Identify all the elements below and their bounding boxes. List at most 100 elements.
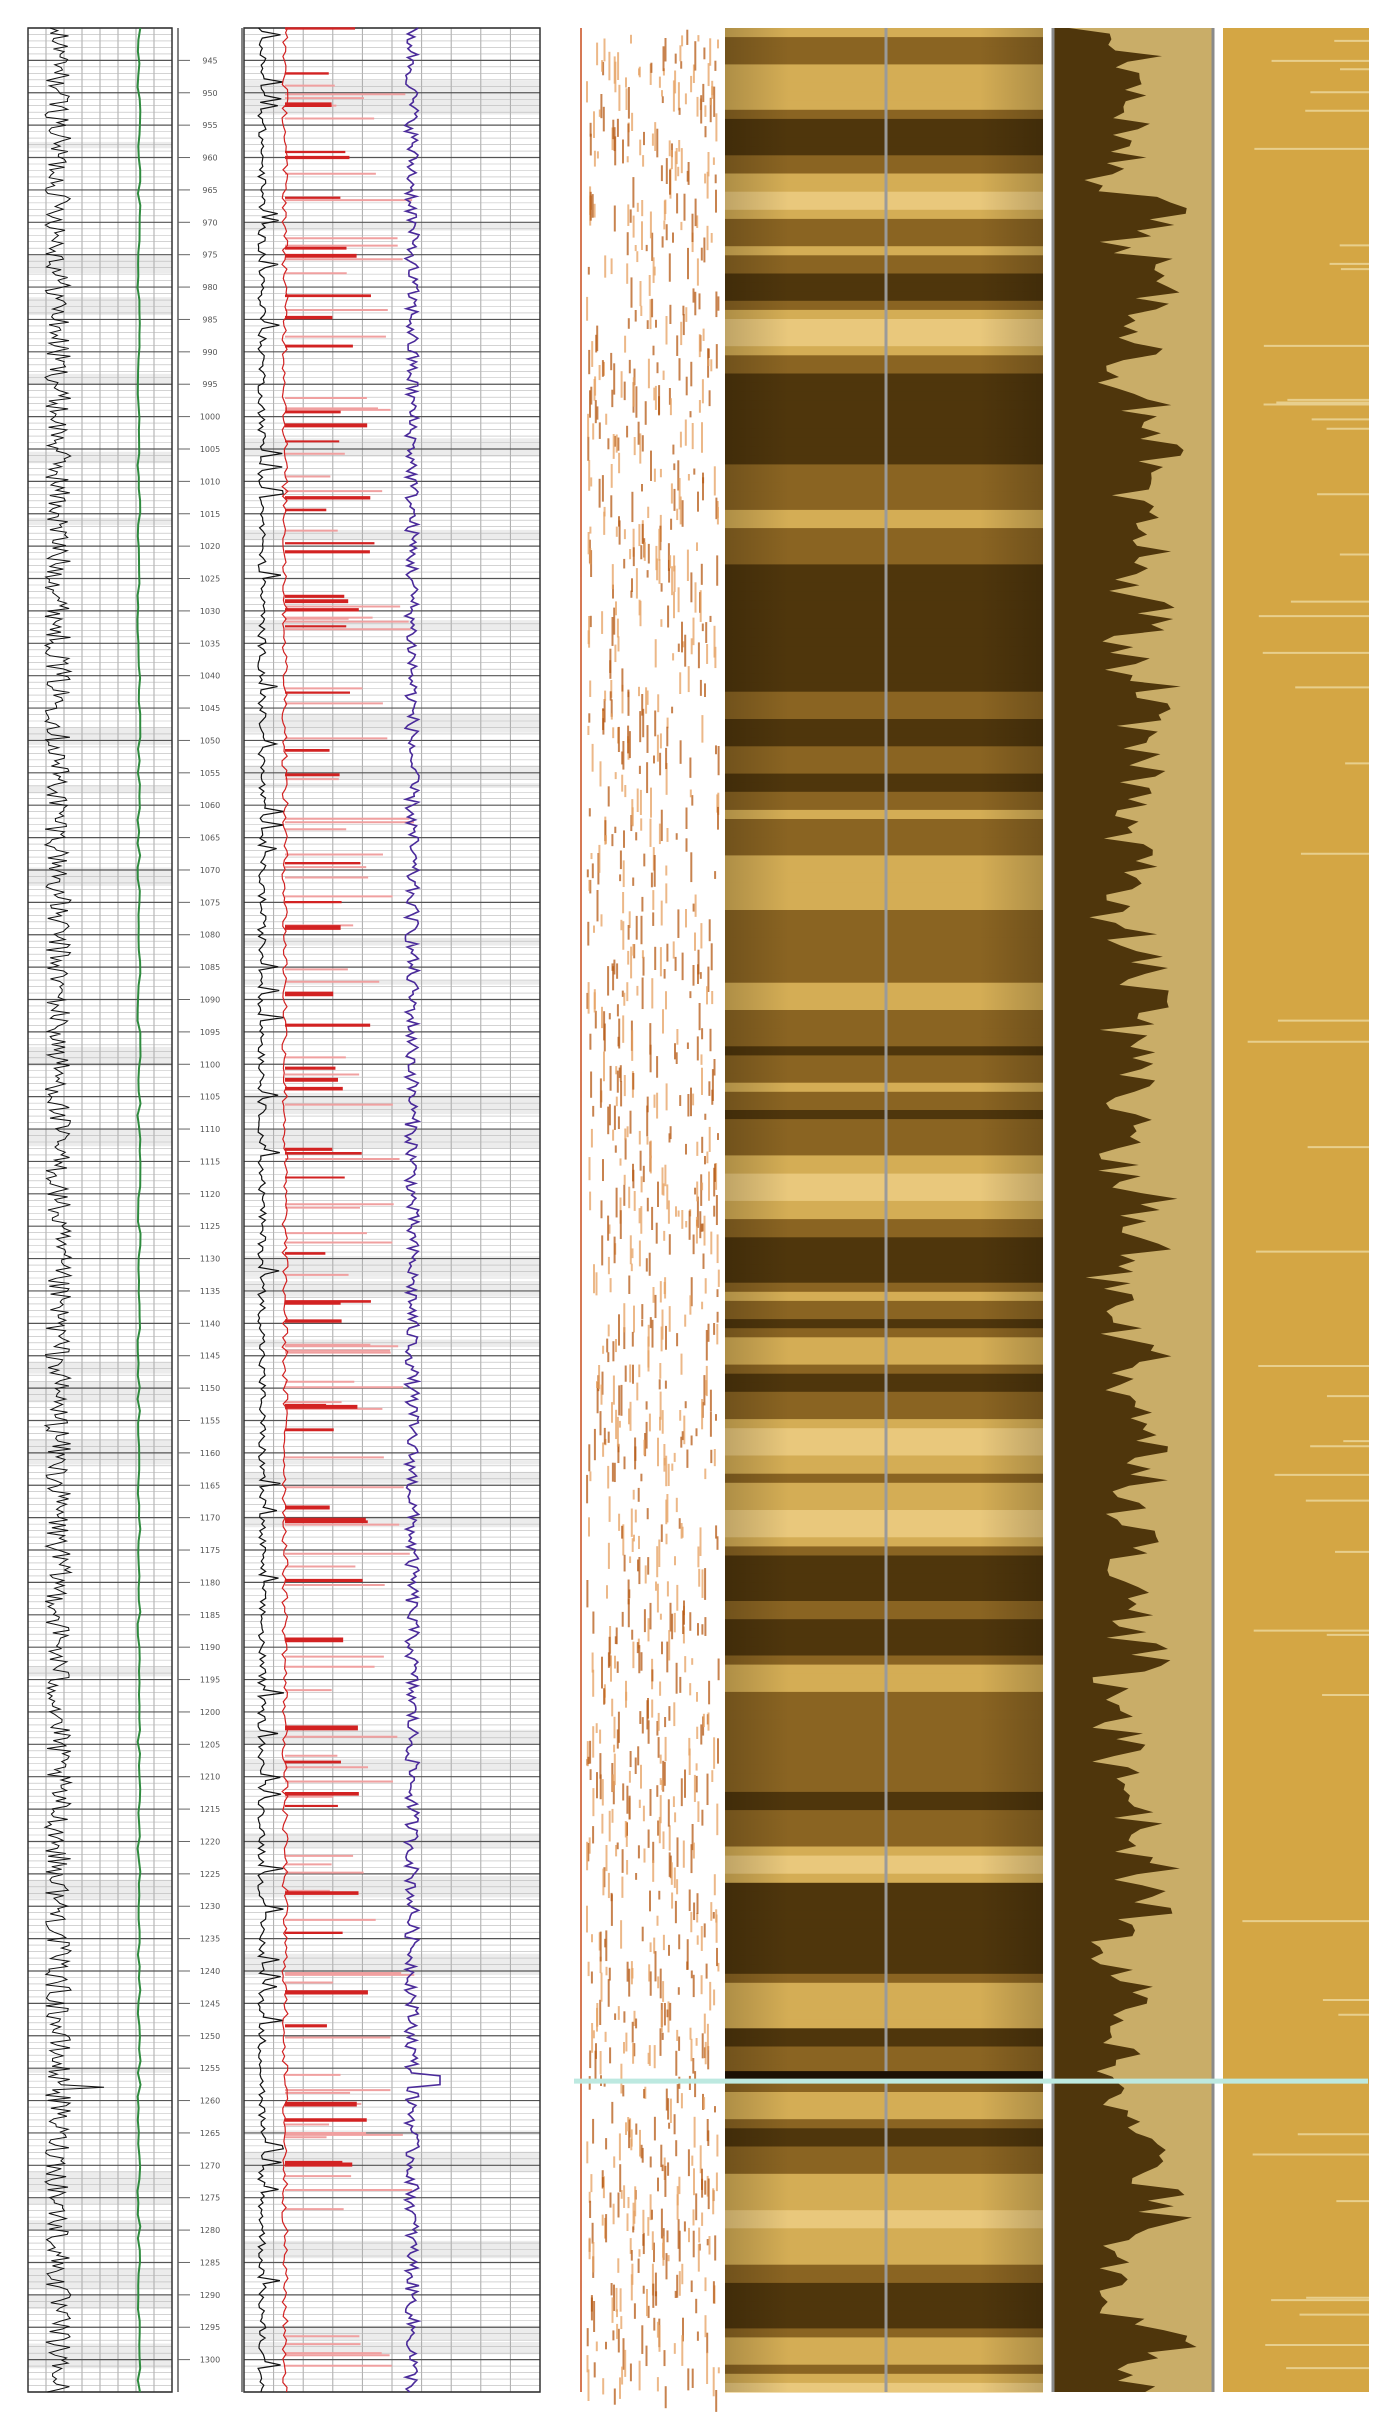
wiggle-mark: [680, 321, 683, 346]
wiggle-mark: [626, 2213, 629, 2231]
wiggle-mark: [658, 559, 661, 584]
wiggle-mark: [682, 641, 685, 648]
wiggle-mark: [611, 1402, 613, 1423]
wiggle-mark: [647, 2052, 650, 2065]
wiggle-mark: [661, 1780, 664, 1791]
wiggle-mark: [638, 68, 640, 76]
wiggle-mark: [715, 1195, 718, 1226]
wiggle-mark: [623, 1075, 626, 1097]
wiggle-mark: [686, 549, 689, 582]
wiggle-mark: [671, 1463, 674, 1471]
wiggle-mark: [591, 194, 594, 218]
wiggle-mark: [610, 464, 613, 488]
wiggle-mark: [714, 871, 717, 879]
wiggle-mark: [628, 1275, 631, 1294]
wiggle-mark: [656, 1915, 659, 1926]
wiggle-mark: [644, 2086, 647, 2099]
wiggle-mark: [700, 1223, 703, 1232]
wiggle-mark: [639, 789, 642, 815]
wiggle-mark: [607, 966, 610, 996]
wiggle-mark: [642, 2285, 645, 2294]
wiggle-mark: [586, 2355, 589, 2373]
wiggle-mark: [659, 2028, 662, 2056]
wiggle-mark: [649, 63, 652, 85]
wiggle-mark: [616, 2309, 618, 2318]
wiggle-mark: [621, 774, 624, 792]
wiggle-mark: [714, 2106, 716, 2113]
wiggle-mark: [627, 2117, 630, 2132]
wiggle-mark: [631, 1629, 634, 1640]
wiggle-mark: [632, 528, 635, 557]
wiggle-mark: [689, 1295, 692, 1315]
wiggle-mark: [704, 126, 707, 138]
wiggle-mark: [656, 2321, 659, 2338]
wiggle-mark: [690, 1970, 693, 1979]
wiggle-mark: [700, 563, 703, 585]
wiggle-mark: [607, 1542, 610, 1569]
wiggle-mark: [592, 1105, 595, 1117]
depth-tick-label: 1115: [200, 1157, 220, 1166]
wiggle-mark: [682, 1610, 685, 1635]
wiggle-mark: [664, 1736, 667, 1762]
wiggle-mark: [650, 787, 652, 818]
wiggle-mark: [610, 1655, 612, 1682]
wiggle-mark: [701, 2212, 704, 2226]
wiggle-mark: [587, 1843, 590, 1862]
wiggle-mark: [603, 1688, 606, 1705]
wiggle-mark: [586, 1474, 589, 1504]
track-6-bg: [1223, 28, 1369, 2392]
wiggle-mark: [669, 555, 672, 569]
wiggle-mark: [696, 1912, 699, 1923]
wiggle-mark: [712, 2281, 715, 2304]
wiggle-mark: [601, 2177, 604, 2188]
wiggle-mark: [690, 2038, 693, 2062]
wiggle-mark: [668, 1630, 671, 1661]
wiggle-mark: [700, 923, 703, 949]
wiggle-mark: [630, 946, 633, 979]
wiggle-mark: [651, 1206, 654, 1230]
noisy-curve: [43, 27, 105, 2393]
wiggle-mark: [623, 1174, 626, 1185]
wiggle-mark: [595, 1723, 598, 1734]
wiggle-mark: [686, 1961, 689, 1970]
wiggle-mark: [663, 2350, 666, 2367]
wiggle-mark: [709, 98, 712, 106]
wiggle-mark: [702, 2093, 704, 2110]
wiggle-mark: [627, 725, 630, 754]
wiggle-mark: [684, 1314, 687, 1327]
wiggle-mark: [660, 2144, 663, 2168]
wiggle-mark: [662, 1760, 665, 1792]
wiggle-mark: [688, 1748, 691, 1775]
wiggle-mark: [700, 1975, 703, 1995]
wiggle-mark: [623, 1554, 626, 1572]
wiggle-mark: [601, 475, 604, 502]
wiggle-mark: [603, 1051, 605, 1082]
wiggle-mark: [681, 1210, 684, 1229]
wiggle-mark: [630, 1961, 633, 1985]
wiggle-mark: [608, 1636, 611, 1667]
wiggle-mark: [632, 877, 635, 886]
wiggle-mark: [603, 1427, 606, 1445]
wiggle-mark: [677, 909, 680, 938]
wiggle-mark: [673, 1452, 676, 1462]
wiggle-mark: [679, 740, 682, 764]
wiggle-mark: [682, 1840, 685, 1868]
wiggle-mark: [634, 245, 637, 252]
wiggle-mark: [706, 2239, 709, 2246]
depth-tick-label: 1085: [200, 963, 220, 972]
wiggle-mark: [706, 2119, 709, 2142]
depth-tick-label: 1025: [200, 575, 220, 584]
wiggle-mark: [619, 2288, 622, 2312]
wiggle-mark: [685, 807, 688, 829]
wiggle-mark: [622, 741, 625, 770]
wiggle-mark: [617, 437, 620, 451]
wiggle-mark: [681, 952, 684, 981]
wiggle-mark: [681, 1431, 684, 1441]
wiggle-mark: [669, 304, 672, 324]
wiggle-mark: [717, 746, 720, 776]
wiggle-mark: [706, 171, 709, 199]
wiggle-mark: [652, 912, 655, 926]
wiggle-mark: [661, 1410, 664, 1434]
wiggle-mark: [678, 478, 681, 510]
wiggle-mark: [678, 2036, 681, 2051]
